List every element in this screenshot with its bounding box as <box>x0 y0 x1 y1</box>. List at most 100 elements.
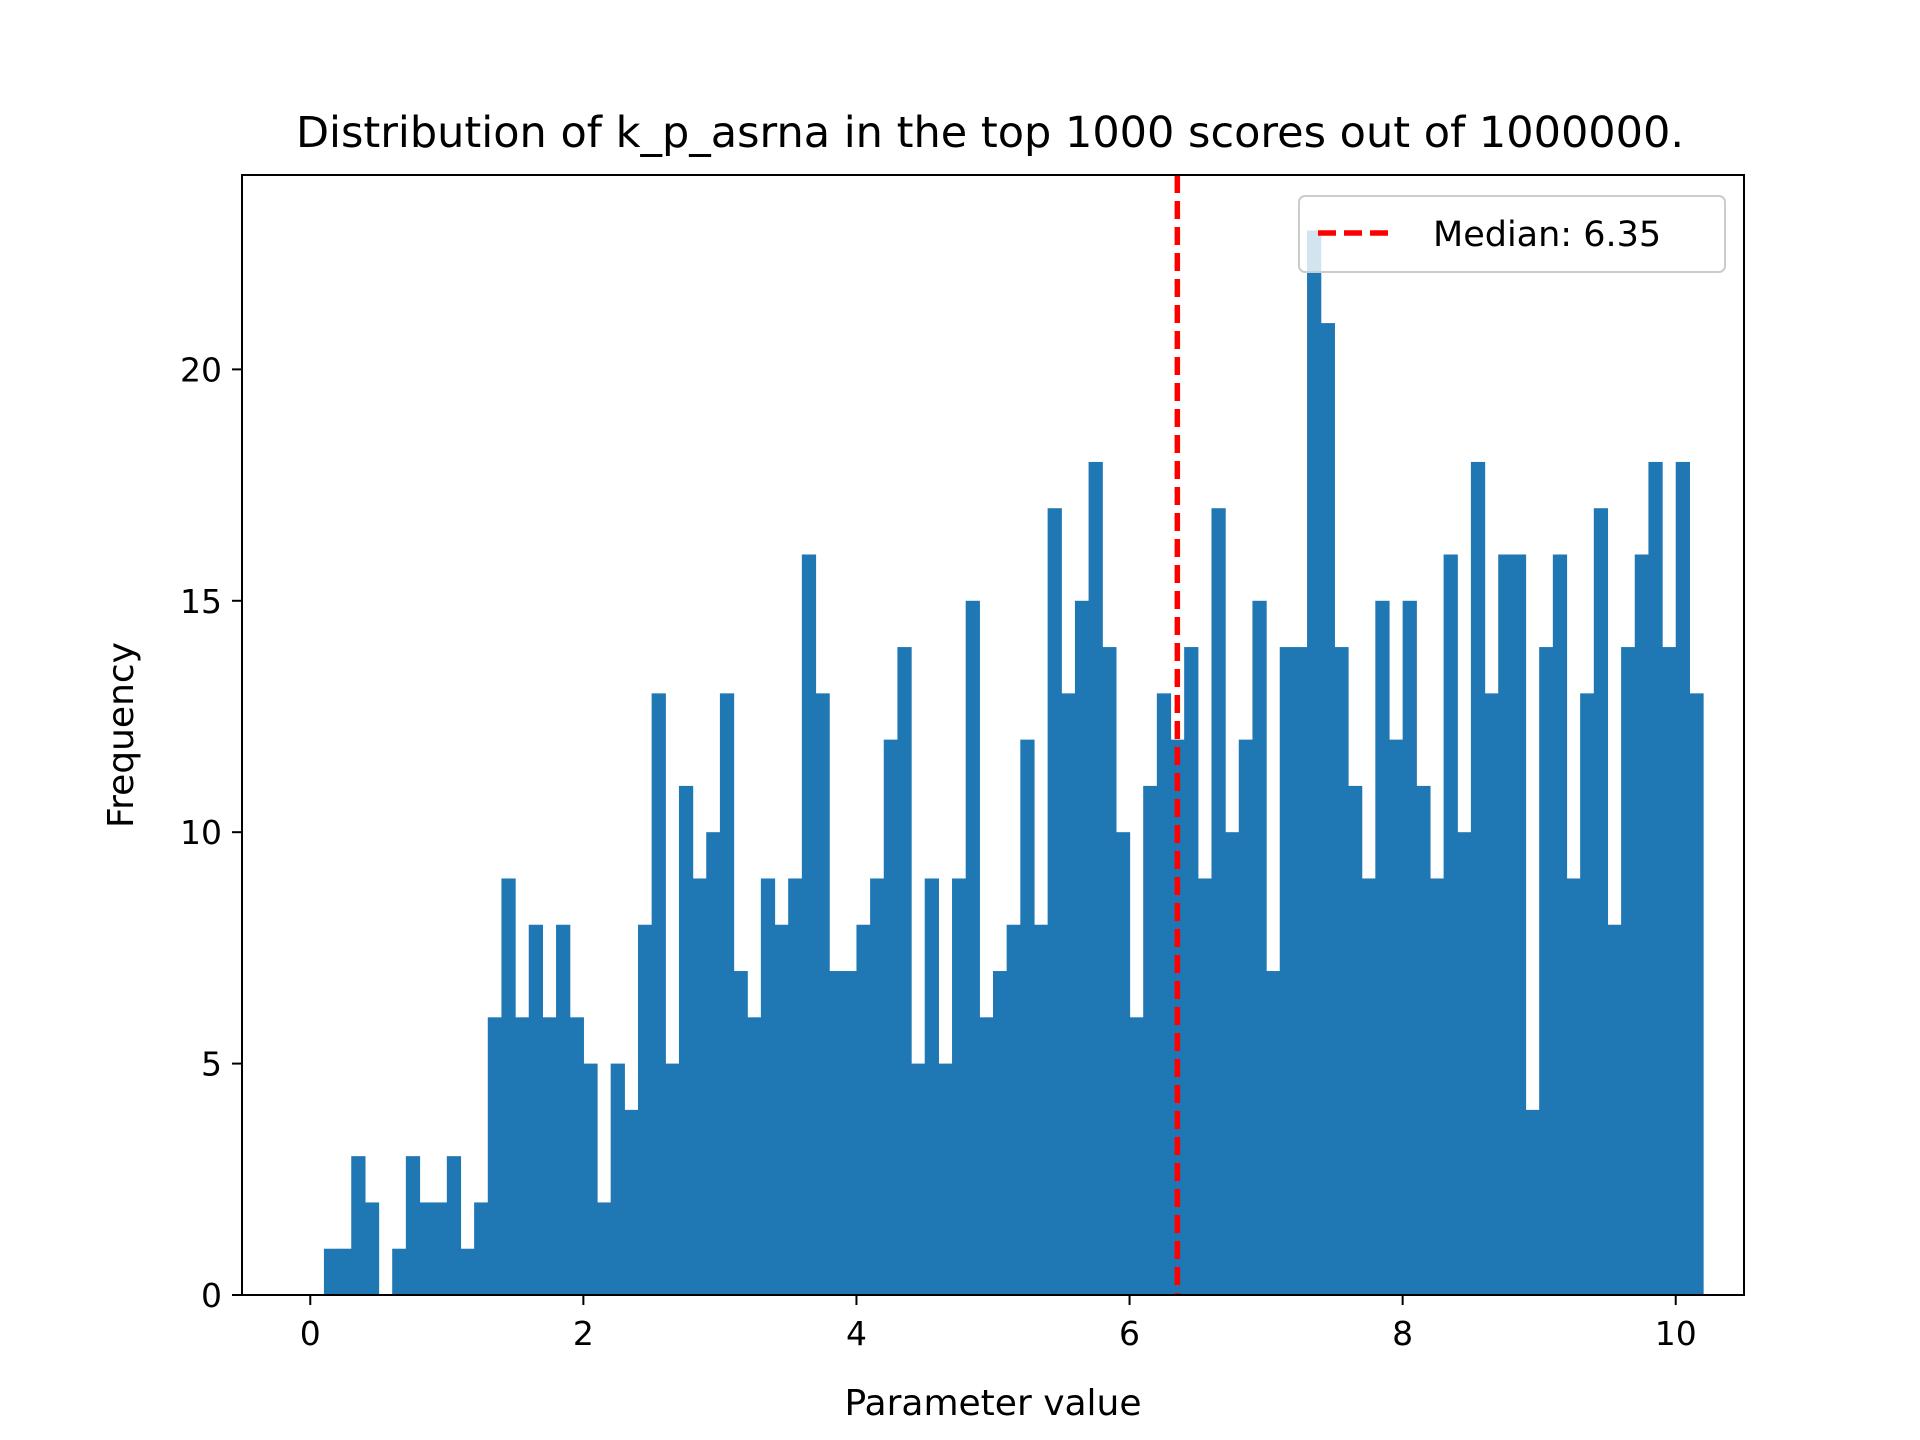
histogram-bar <box>856 924 871 1295</box>
x-tick-label: 0 <box>300 1314 321 1353</box>
histogram-bar <box>1197 878 1213 1295</box>
histogram-bar <box>1334 647 1349 1295</box>
histogram-bar <box>1020 739 1035 1295</box>
histogram-bar <box>1184 647 1199 1295</box>
histogram-bar <box>1648 461 1663 1295</box>
histogram-bar <box>1006 924 1021 1295</box>
x-axis-ticks: 0 2 4 6 8 10 <box>300 1295 1697 1353</box>
histogram-bar <box>583 1063 598 1295</box>
x-tick-label: 4 <box>846 1314 867 1353</box>
histogram-bar <box>760 878 776 1295</box>
histogram-bar <box>405 1156 421 1295</box>
x-axis-label: Parameter value <box>844 1383 1141 1424</box>
histogram-bar <box>1348 785 1363 1295</box>
histogram-bar <box>1416 785 1431 1295</box>
histogram-bar <box>1129 1017 1144 1295</box>
histogram-bar <box>392 1248 407 1295</box>
histogram-bar <box>433 1202 448 1295</box>
histogram-bar <box>665 1063 680 1295</box>
histogram-bar <box>446 1156 462 1295</box>
plot-frame <box>241 174 1745 1296</box>
histogram-bar <box>788 878 803 1295</box>
histogram-bar <box>1429 878 1445 1295</box>
histogram-bar <box>1252 600 1267 1295</box>
histogram-bar <box>678 785 694 1295</box>
histogram-bar <box>1470 461 1486 1295</box>
histogram-bar <box>1443 554 1458 1295</box>
histogram-bar <box>1689 693 1704 1295</box>
x-tick-label: 2 <box>573 1314 594 1353</box>
histogram-bar <box>1143 785 1158 1295</box>
histogram-bar <box>719 693 735 1295</box>
histogram-bar <box>1634 554 1650 1295</box>
histogram-bar <box>501 878 516 1295</box>
histogram-bars <box>323 230 1704 1296</box>
histogram-bar <box>337 1248 352 1295</box>
legend-box <box>1298 195 1726 273</box>
histogram-bar <box>556 924 571 1295</box>
histogram-bar <box>815 693 830 1295</box>
y-tick-label: 20 <box>180 350 222 389</box>
histogram-bar <box>965 600 980 1295</box>
histogram-bar <box>924 878 939 1295</box>
histogram-bar <box>487 1017 503 1295</box>
histogram-bar <box>1033 924 1049 1295</box>
histogram-bar <box>515 1017 530 1295</box>
histogram-bar <box>1593 508 1609 1296</box>
legend: Median: 6.35 <box>1298 195 1726 273</box>
histogram-bar <box>1279 647 1294 1295</box>
histogram-bar <box>1361 878 1376 1295</box>
histogram-bar <box>747 1017 762 1295</box>
histogram-bar <box>774 924 789 1295</box>
histogram-bar <box>897 647 912 1295</box>
histogram-bar <box>979 1017 994 1295</box>
histogram-bar <box>528 924 543 1295</box>
histogram-bar <box>323 1248 339 1295</box>
y-tick-label: 5 <box>201 1045 222 1084</box>
histogram-bar <box>1266 971 1281 1295</box>
histogram-bar <box>1074 600 1090 1295</box>
histogram-bar <box>1511 554 1527 1295</box>
histogram-bar <box>1211 508 1226 1296</box>
histogram-bar <box>610 1063 625 1295</box>
histogram-bar <box>1047 508 1062 1296</box>
histogram-bar <box>952 878 967 1295</box>
histogram-bar <box>1539 647 1554 1295</box>
chart-title: Distribution of k_p_asrna in the top 100… <box>296 108 1684 158</box>
histogram-bar <box>1525 1109 1540 1295</box>
x-tick-label: 6 <box>1119 1314 1140 1353</box>
histogram-bar <box>460 1248 475 1295</box>
histogram-bar <box>542 1017 557 1295</box>
histogram-bar <box>938 1063 953 1295</box>
histogram-bar <box>829 971 844 1295</box>
histogram-bar <box>911 1063 926 1295</box>
histogram-bar <box>1156 693 1172 1295</box>
histogram-bar <box>637 924 653 1295</box>
histogram-bar <box>651 693 666 1295</box>
histogram-bar <box>1115 832 1131 1295</box>
histogram-bar <box>1088 461 1103 1295</box>
histogram-bar <box>1238 739 1254 1295</box>
x-tick-label: 8 <box>1392 1314 1413 1353</box>
histogram-bar <box>1552 554 1568 1295</box>
histogram-bar <box>364 1202 380 1295</box>
histogram-bar <box>1061 693 1076 1295</box>
histogram-bar <box>1307 230 1322 1295</box>
histogram-bar <box>1402 600 1417 1295</box>
histogram-bar <box>706 832 721 1295</box>
histogram-bar <box>842 971 858 1295</box>
histogram-bar <box>419 1202 434 1295</box>
y-tick-label: 15 <box>180 582 222 621</box>
histogram-bar <box>1484 693 1499 1295</box>
histogram-bar <box>692 878 707 1295</box>
histogram-bar <box>1566 878 1581 1295</box>
histogram-bar <box>1607 924 1622 1295</box>
histogram-bar <box>733 971 748 1295</box>
histogram-bar <box>801 554 817 1295</box>
y-axis-ticks: 0 5 10 15 20 <box>180 350 242 1315</box>
histogram-bar <box>624 1109 639 1295</box>
histogram-bar <box>1621 647 1636 1295</box>
histogram-bar <box>1102 647 1117 1295</box>
histogram-bar <box>1293 647 1308 1295</box>
